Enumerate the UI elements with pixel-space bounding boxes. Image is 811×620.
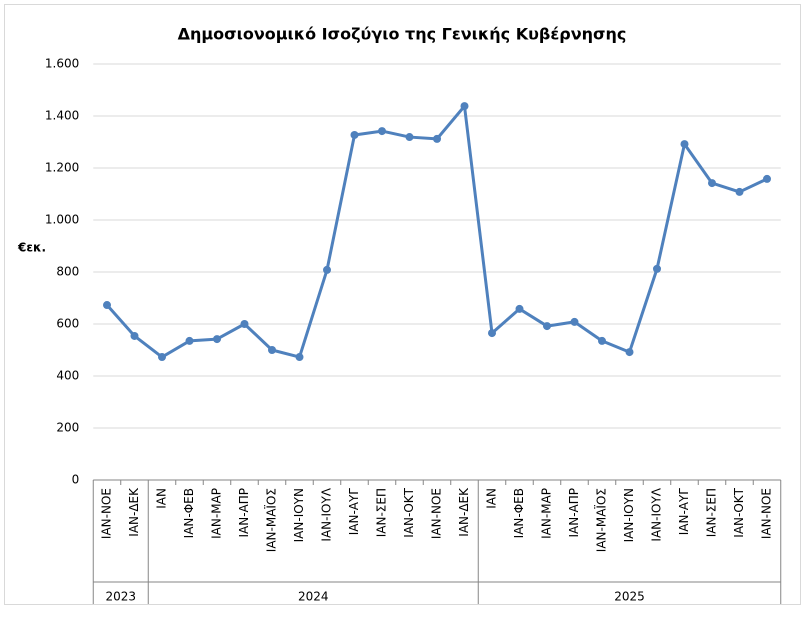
x-tick-label: ΙΑΝ-ΣΕΠ [375,488,389,537]
data-point [433,134,441,143]
y-tick-label: 1.600 [45,57,79,71]
x-tick-label: ΙΑΝ-ΟΚΤ [402,487,416,537]
x-tick-label: ΙΑΝ [485,488,499,509]
data-point [460,102,469,111]
data-point [103,301,111,310]
x-tick-label: ΙΑΝ-ΜΑΡ [210,488,224,539]
x-tick-label: ΙΑΝ-ΙΟΥΛ [320,487,334,541]
x-tick-label: ΙΑΝ-ΙΟΥΛ [650,487,664,541]
data-point [680,140,689,149]
data-point [515,304,524,313]
x-tick-label: ΙΑΝ-ΦΕΒ [182,488,196,538]
data-point [708,179,716,188]
data-point [378,127,386,136]
x-tick-label: ΙΑΝ-ΙΟΥΝ [292,488,306,542]
group-label: 2024 [298,590,329,604]
group-label: 2023 [105,590,136,604]
data-point [543,322,551,331]
y-tick-label: 800 [56,265,79,279]
x-tick-label: ΙΑΝ-ΜΑΪΟΣ [264,488,279,552]
data-point [488,329,496,338]
data-point [735,187,744,196]
data-point [598,336,606,345]
data-point [570,317,579,326]
x-tick-label: ΙΑΝ-ΜΑΪΟΣ [594,488,609,552]
y-tick-label: 1.000 [45,213,79,227]
y-tick-label: 1.200 [45,161,79,175]
chart-title: Δημοσιονομικό Ισοζύγιο της Γενικής Κυβέρ… [178,25,627,44]
data-point [185,336,194,345]
x-tick-label: ΙΑΝ-ΦΕΒ [512,488,526,538]
x-tick-label: ΙΑΝ-ΟΚΤ [732,487,746,537]
x-tick-label: ΙΑΝ-ΣΕΠ [705,488,719,537]
data-point [240,320,249,328]
data-point [625,348,634,357]
group-label: 2025 [614,590,645,604]
data-point [350,130,359,139]
x-tick-label: ΙΑΝ-ΔΕΚ [457,487,471,537]
data-point [158,353,166,362]
y-tick-label: 1.400 [45,109,79,123]
y-tick-label: 0 [72,473,80,487]
data-point [213,335,221,344]
data-point [295,353,304,362]
x-tick-label: ΙΑΝ-ΑΥΓ [677,488,691,536]
y-axis-label: €εκ. [17,241,46,255]
x-tick-label: ΙΑΝ [155,488,169,509]
x-tick-label: ΙΑΝ-ΑΠΡ [237,488,251,538]
data-point [763,174,771,183]
data-point [405,133,414,142]
data-point [130,331,139,340]
x-tick-label: ΙΑΝ-ΝΟΕ [100,488,114,539]
x-tick-label: ΙΑΝ-ΑΠΡ [567,488,581,538]
x-tick-label: ΙΑΝ-ΔΕΚ [127,487,141,537]
data-point [268,346,276,354]
y-tick-label: 400 [56,369,79,383]
x-tick-label: ΙΑΝ-ΝΟΕ [430,488,444,539]
x-tick-label: ΙΑΝ-ΜΑΡ [540,488,554,539]
y-tick-label: 600 [56,317,79,331]
chart-frame [4,4,801,605]
x-tick-label: ΙΑΝ-ΑΥΓ [347,488,361,536]
data-point [653,264,661,273]
y-tick-label: 200 [56,421,79,435]
x-tick-label: ΙΑΝ-ΙΟΥΝ [622,488,636,542]
data-point [323,265,331,274]
x-tick-label: ΙΑΝ-ΝΟΕ [760,488,774,539]
